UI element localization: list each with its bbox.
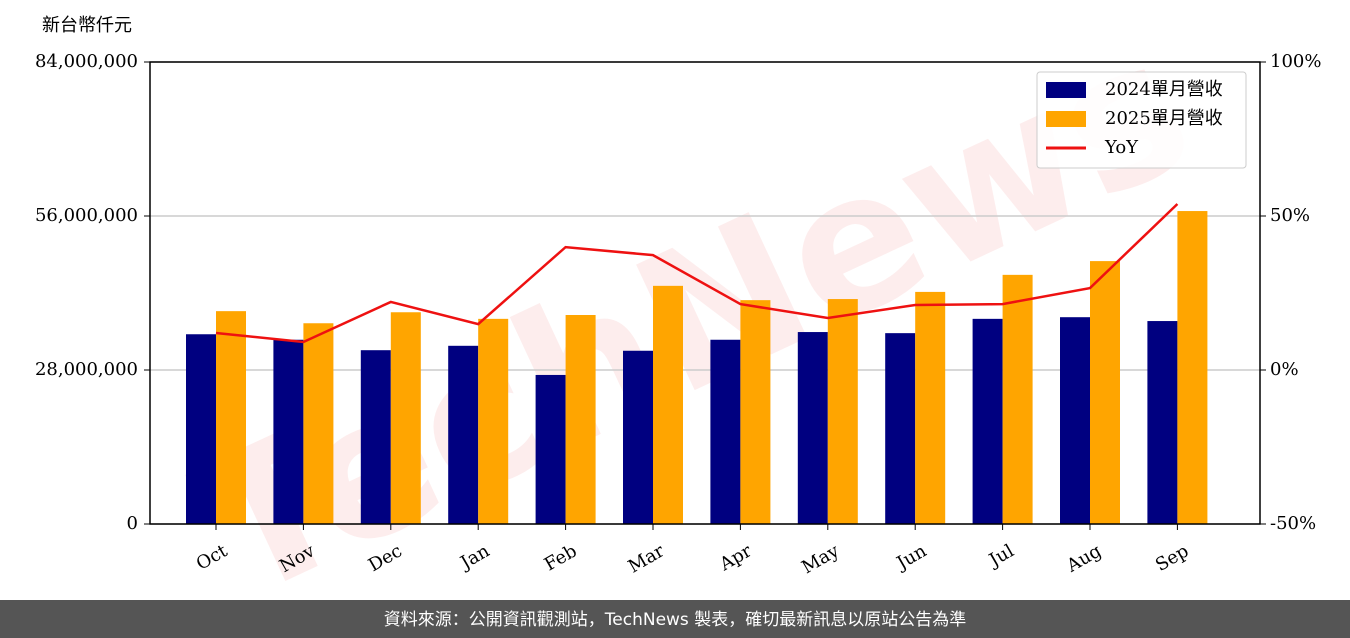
legend-box xyxy=(1036,71,1247,169)
y2-tick-label: 0% xyxy=(1270,359,1299,380)
bar xyxy=(710,339,741,524)
bar xyxy=(390,312,421,524)
bar xyxy=(1090,261,1120,524)
x-tick-label: Apr xyxy=(715,540,755,575)
plot-frame xyxy=(149,61,1261,525)
bar xyxy=(360,350,391,524)
y2-tick-label: 100% xyxy=(1270,51,1321,72)
y2-tick-label: 50% xyxy=(1270,205,1310,226)
legend-label: YoY xyxy=(1104,137,1139,158)
bar xyxy=(1177,211,1208,525)
bar xyxy=(1002,274,1033,524)
x-tick-label: Sep xyxy=(1152,540,1192,575)
y-tick-label: 28,000,000 xyxy=(35,359,138,380)
y-tick-label: 56,000,000 xyxy=(35,205,138,226)
bar xyxy=(216,311,246,524)
y-tick-label: 0 xyxy=(127,513,138,534)
bar xyxy=(565,315,596,524)
bar xyxy=(303,323,334,524)
x-tick-label: Jun xyxy=(892,540,931,575)
y-tick-label: 84,000,000 xyxy=(35,51,138,72)
bar xyxy=(478,318,509,524)
y-axis-label: 新台幣仟元 xyxy=(42,15,132,36)
x-tick-label: Jul xyxy=(984,540,1018,572)
x-tick-label: Aug xyxy=(1062,540,1105,577)
bar xyxy=(273,339,304,524)
bar xyxy=(653,285,683,524)
legend-label: 2025單月營收 xyxy=(1105,108,1223,129)
bar xyxy=(797,332,828,524)
bar xyxy=(1147,321,1178,524)
bar xyxy=(448,345,479,524)
footer: 資料來源：公開資訊觀測站，TechNews 製表，確切最新訊息以原站公告為準 xyxy=(384,610,966,630)
bar xyxy=(1060,317,1090,524)
bar xyxy=(827,299,858,524)
x-tick-label: May xyxy=(798,540,843,578)
bar xyxy=(186,334,216,524)
bar xyxy=(740,300,771,524)
x-tick-label: Feb xyxy=(541,540,581,575)
x-tick-label: Mar xyxy=(625,540,669,577)
y2-tick-label: -50% xyxy=(1270,513,1316,534)
line xyxy=(215,203,1179,344)
bar xyxy=(885,333,916,524)
bar xyxy=(535,374,566,524)
footer-bar xyxy=(0,600,1350,638)
legend-label: 2024單月營收 xyxy=(1105,79,1223,100)
bar xyxy=(972,318,1003,524)
bar xyxy=(915,291,946,524)
legend-swatch xyxy=(1046,111,1086,127)
bar xyxy=(623,350,653,524)
legend-swatch xyxy=(1046,82,1086,98)
